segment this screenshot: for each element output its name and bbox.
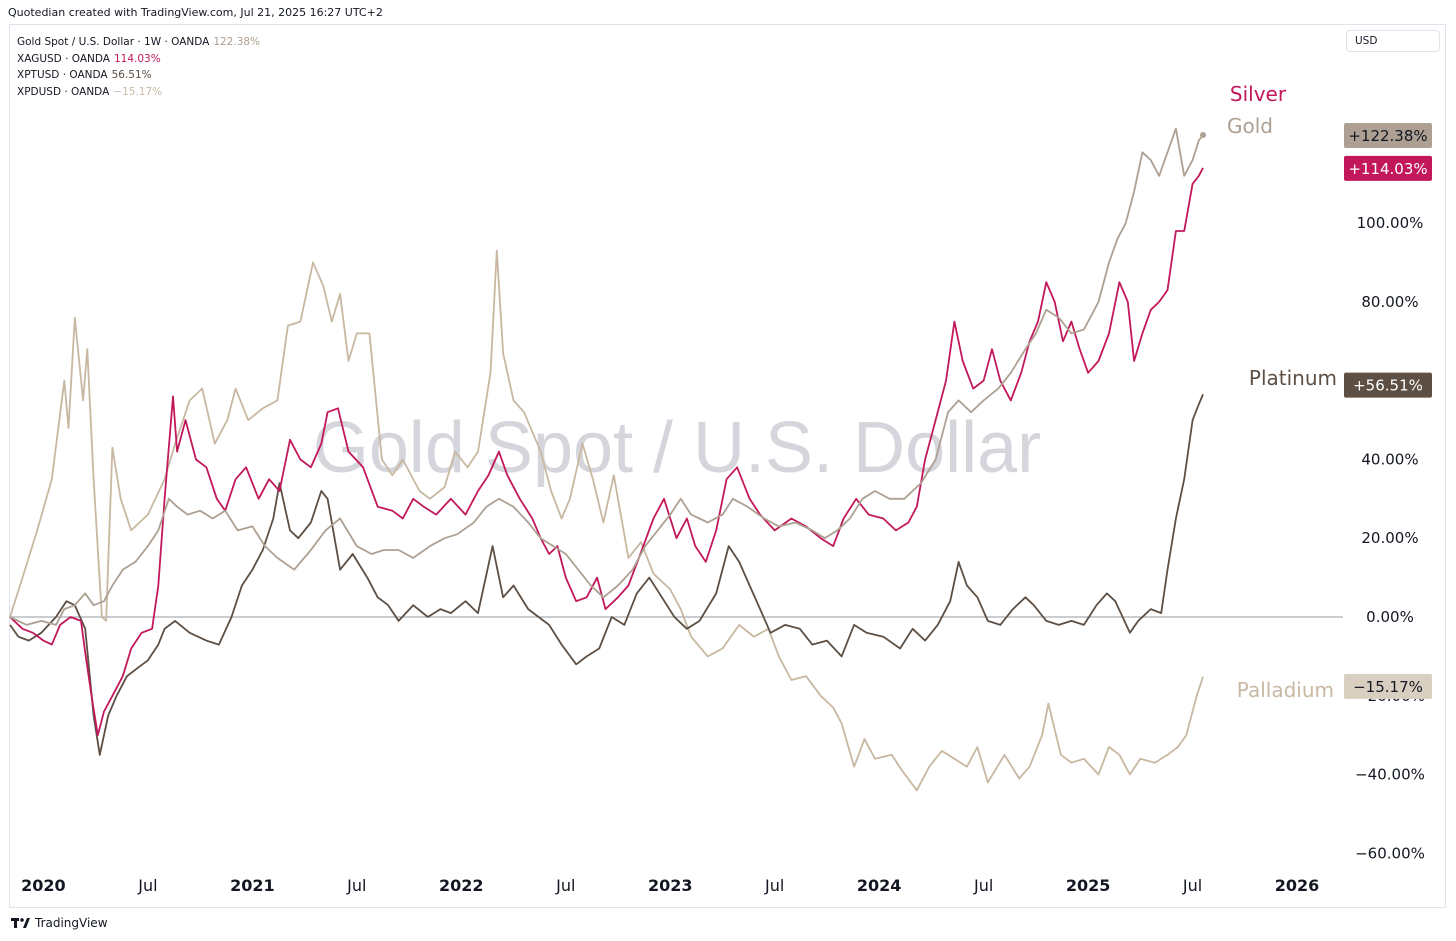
last-value-badge-palladium	[1344, 673, 1432, 699]
x-tick-label: Jul	[137, 876, 157, 895]
legend-value: 114.03%	[113, 52, 161, 65]
legend-value: −15.17%	[113, 85, 163, 98]
legend-value: 56.51%	[111, 69, 152, 81]
footer-brand[interactable]: TradingView	[11, 916, 108, 930]
last-value-badge-silver	[1344, 155, 1432, 181]
x-tick-label: Jul	[764, 876, 784, 895]
series-name-gold: Gold	[1227, 114, 1273, 138]
y-tick-label: −60.00%	[1355, 844, 1425, 862]
series-name-silver: Silver	[1230, 82, 1287, 106]
x-tick-label: 2026	[1275, 876, 1320, 895]
x-tick-label: 2022	[439, 876, 484, 895]
series-line-silver	[9, 167, 1204, 737]
legend-label: XPTUSD · OANDA	[17, 69, 108, 81]
x-tick-label: Jul	[346, 876, 366, 895]
legend-row-gold[interactable]: Gold Spot / U.S. Dollar · 1W · OANDA 122.…	[17, 34, 260, 51]
legend-value: 122.38%	[213, 36, 261, 48]
watermark-text: Gold Spot / U.S. Dollar	[313, 408, 1041, 488]
x-tick-label: Jul	[1182, 876, 1202, 895]
last-value-badge-gold	[1344, 123, 1432, 149]
legend-label: XPDUSD · OANDA	[17, 85, 110, 98]
last-value-label-palladium: −15.17%	[1353, 678, 1423, 696]
chart-frame	[9, 24, 1446, 908]
x-tick-label: 2020	[21, 876, 66, 895]
x-tick-label: 2021	[230, 876, 275, 895]
y-tick-label: 40.00%	[1361, 450, 1418, 468]
currency-button[interactable]: USD	[1346, 30, 1440, 52]
x-tick-label: 2023	[648, 876, 693, 895]
series-line-platinum	[9, 394, 1204, 756]
x-tick-label: 2024	[857, 876, 902, 895]
y-tick-label: −40.00%	[1355, 766, 1425, 784]
x-tick-label: 2025	[1066, 876, 1111, 895]
y-tick-label: 20.00%	[1361, 529, 1418, 547]
y-tick-label: 100.00%	[1357, 214, 1424, 232]
y-tick-label: 80.00%	[1361, 293, 1418, 311]
series-name-platinum: Platinum	[1249, 366, 1337, 390]
tradingview-logo-icon	[11, 918, 30, 928]
legend: Gold Spot / U.S. Dollar · 1W · OANDA 122.…	[17, 34, 260, 100]
series-name-palladium: Palladium	[1237, 678, 1334, 702]
footer-brand-text: TradingView	[35, 916, 108, 930]
last-value-label-silver: +114.03%	[1348, 160, 1427, 178]
series-line-gold	[9, 127, 1204, 626]
last-value-label-platinum: +56.51%	[1353, 377, 1423, 395]
y-tick-label: 0.00%	[1366, 608, 1414, 626]
x-tick-label: Jul	[555, 876, 575, 895]
header-credit: Quotedian created with TradingView.com, …	[8, 6, 383, 19]
legend-row-silver[interactable]: XAGUSD · OANDA 114.03%	[17, 51, 260, 68]
x-tick-label: Jul	[973, 876, 993, 895]
series-line-palladium	[9, 249, 1204, 792]
legend-row-palladium[interactable]: XPDUSD · OANDA −15.17%	[17, 84, 260, 101]
legend-label: Gold Spot / U.S. Dollar · 1W · OANDA	[17, 36, 210, 48]
last-value-label-gold: +122.38%	[1348, 127, 1427, 145]
legend-row-platinum[interactable]: XPTUSD · OANDA 56.51%	[17, 67, 260, 84]
legend-label: XAGUSD · OANDA	[17, 52, 110, 65]
gold-end-marker	[1200, 132, 1207, 139]
last-value-badge-platinum	[1344, 372, 1432, 398]
